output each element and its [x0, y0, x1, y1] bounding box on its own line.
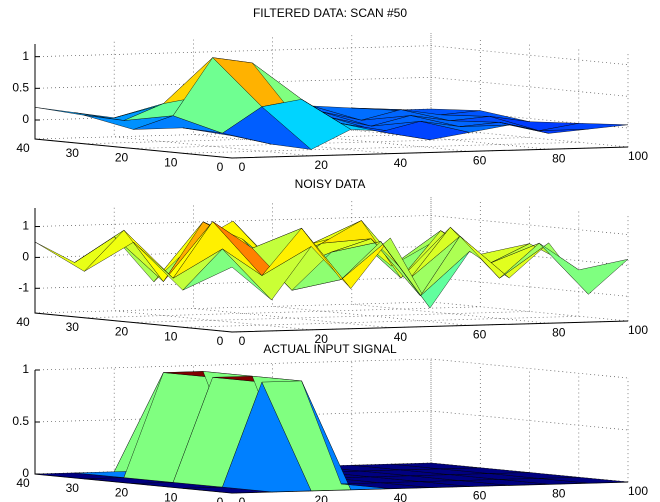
y-tick-label: 10: [164, 155, 178, 169]
x-tick-label: 60: [473, 328, 487, 342]
grid-line: [133, 42, 530, 149]
panel-title: NOISY DATA: [295, 177, 366, 191]
z-tick-label: 0: [22, 466, 29, 480]
z-tick-label: 1: [22, 219, 29, 233]
x-tick-label: 20: [315, 332, 329, 346]
x-tick-label: 40: [394, 330, 408, 344]
x-tick-label: 0: [239, 160, 246, 174]
y-tick-label: 40: [16, 315, 30, 329]
y-tick-label: 40: [16, 476, 30, 490]
y-tick-label: 20: [115, 325, 129, 339]
x-tick-label: 20: [315, 158, 329, 172]
surface-patch: [539, 243, 629, 295]
y-tick-label: 20: [115, 151, 129, 165]
x-tick-label: 60: [473, 489, 487, 502]
z-tick-label: 0.5: [12, 414, 29, 428]
x-tick-label: 40: [394, 156, 408, 170]
z-tick-label: 1: [22, 49, 29, 63]
grid-line: [34, 215, 629, 235]
grid-line: [133, 206, 530, 323]
z-tick-label: 1: [22, 362, 29, 376]
x-tick-label: 60: [473, 154, 487, 168]
grid-line: [182, 47, 580, 154]
x-tick-label: 100: [628, 484, 648, 498]
y-tick-label: 30: [66, 481, 80, 495]
grid-line: [182, 211, 580, 328]
y-tick-label: 20: [115, 486, 129, 500]
x-tick-label: 80: [552, 486, 566, 500]
y-tick-label: 30: [66, 320, 80, 334]
y-tick-label: 0: [217, 160, 224, 174]
axis-line: [34, 44, 629, 159]
grid-line: [84, 201, 481, 319]
z-tick-label: -1: [18, 280, 29, 294]
panel-title: ACTUAL INPUT SIGNAL: [263, 342, 397, 356]
surface-patch: [539, 123, 629, 131]
x-tick-label: 100: [628, 323, 648, 337]
grid-line: [34, 76, 629, 97]
x-tick-label: 0: [239, 495, 246, 502]
y-tick-label: 10: [164, 490, 178, 502]
y-tick-label: 0: [217, 495, 224, 502]
x-tick-label: 80: [552, 325, 566, 339]
grid-line: [34, 410, 629, 431]
x-tick-label: 100: [628, 149, 648, 163]
z-tick-label: 0: [22, 250, 29, 264]
y-tick-label: 10: [164, 329, 178, 343]
grid-line: [84, 37, 481, 145]
grid-line: [34, 45, 629, 66]
surface-patch: [539, 477, 629, 484]
y-tick-label: 40: [16, 141, 30, 155]
panel-title: FILTERED DATA: SCAN #50: [253, 6, 407, 20]
y-tick-label: 30: [66, 146, 80, 160]
x-tick-label: 40: [394, 491, 408, 502]
x-tick-label: 0: [239, 334, 246, 348]
axis-line: [34, 208, 629, 333]
x-tick-label: 20: [315, 493, 329, 502]
grid-line: [34, 358, 629, 379]
z-tick-label: 0: [22, 112, 29, 126]
y-tick-label: 0: [217, 334, 224, 348]
z-tick-label: 0.5: [12, 81, 29, 95]
x-tick-label: 80: [552, 151, 566, 165]
